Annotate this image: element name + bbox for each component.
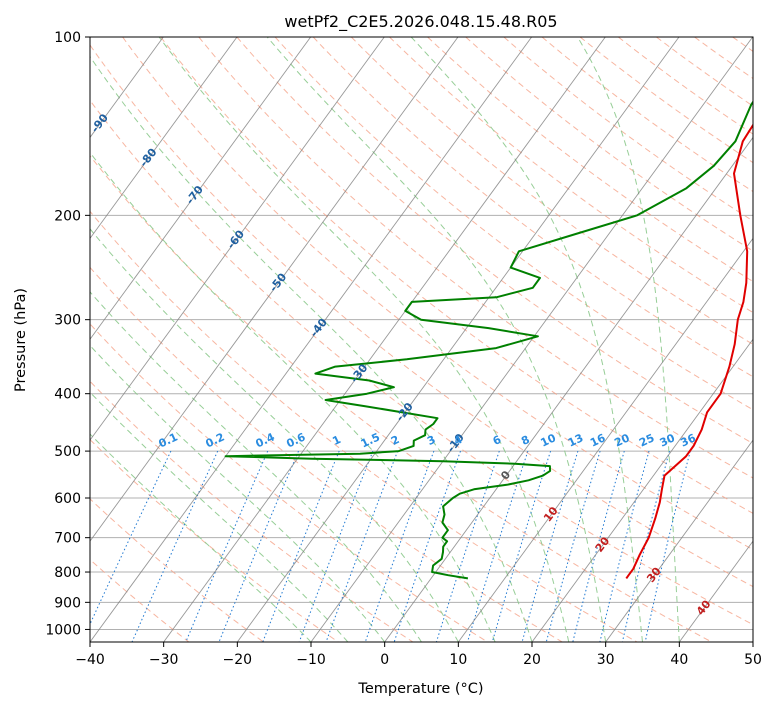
x-axis-title: Temperature (°C) (357, 681, 483, 697)
dry-adiabat-line (122, 37, 753, 551)
isotherm-line (90, 37, 385, 441)
chart-axes: −40 −30 −20 −10 0 10 20 30 40 50 100 200 300 400 500 60… (45, 30, 762, 668)
moist-adiabat-line (158, 37, 570, 642)
mixing-ratio-line (599, 450, 650, 642)
x-tick-label: 10 (449, 652, 467, 668)
y-tick-label: 300 (54, 313, 81, 329)
mixing-ratio-line (644, 450, 691, 642)
mixing-ratio-label: 30 (658, 431, 678, 449)
moist-adiabat-line (90, 291, 422, 642)
isotherm-line (163, 37, 606, 642)
mixing-ratio-line (364, 450, 435, 642)
temperature-profile-line (625, 123, 753, 579)
dewpoint-profile-line (224, 100, 753, 580)
dry-adiabat-line (90, 438, 339, 642)
y-tick-label: 200 (54, 208, 81, 224)
x-tick-label: 50 (744, 652, 762, 668)
mixing-ratio-line (185, 450, 269, 642)
y-tick-label: 600 (54, 491, 81, 507)
dry-adiabat-line (90, 99, 753, 626)
y-tick-label: 900 (54, 595, 81, 611)
y-tick-label: 800 (54, 565, 81, 581)
x-tick-label: −20 (223, 652, 253, 668)
dry-adiabat-line (503, 37, 753, 222)
dry-adiabat-line (274, 37, 753, 411)
mixing-ratio-line (435, 450, 500, 642)
mixing-ratio-line (491, 450, 552, 642)
chart-grid (90, 37, 753, 642)
dry-adiabat-line (160, 37, 753, 514)
x-tick-label: −40 (75, 652, 105, 668)
x-tick-label: −10 (296, 652, 326, 668)
mixing-ratio-line (621, 450, 670, 642)
moist-adiabat-line (90, 55, 533, 642)
mixing-ratio-label: 36 (678, 431, 698, 449)
x-tick-label: 20 (523, 652, 541, 668)
moist-adiabat-line (266, 37, 607, 642)
mixing-ratio-label: 10 (539, 431, 559, 449)
dry-adiabat-line (312, 37, 753, 378)
chart-series (224, 100, 753, 580)
mixing-ratio-label: 13 (566, 431, 585, 449)
mixing-ratio-line (521, 450, 579, 642)
y-tick-label: 500 (54, 444, 81, 460)
moist-adiabat-line (577, 37, 680, 642)
mixing-ratio-label: 20 (612, 431, 632, 449)
y-tick-label: 700 (54, 531, 81, 547)
mixing-ratio-line (572, 450, 625, 642)
x-tick-label: −30 (149, 652, 179, 668)
isotherm-line (236, 37, 680, 642)
y-axis-title: Pressure (hPa) (13, 288, 29, 392)
plot-frame (89, 36, 754, 643)
dry-adiabat-line (389, 37, 753, 314)
x-tick-label: 40 (670, 652, 688, 668)
moist-adiabat-line (90, 344, 386, 642)
mixing-ratio-line (393, 450, 461, 642)
isotherm-line (310, 37, 753, 642)
mixing-ratio-label: 25 (637, 431, 656, 449)
isotherm-line (90, 37, 312, 341)
dry-adiabat-line (427, 37, 753, 283)
isotherm-line (90, 37, 238, 240)
mixing-ratio-label: 16 (588, 431, 608, 449)
moist-adiabat-line (90, 228, 459, 642)
moist-adiabat-line (90, 151, 496, 642)
moist-adiabat-line (90, 391, 349, 642)
y-tick-label: 100 (54, 30, 81, 46)
y-tick-label: 1000 (45, 622, 81, 638)
isotherm-line (90, 37, 459, 542)
x-tick-label: 30 (597, 652, 615, 668)
dry-adiabat-line (541, 37, 753, 193)
y-tick-label: 400 (54, 387, 81, 403)
isotherm-line (605, 439, 753, 642)
isotherm-line (90, 37, 533, 642)
dry-adiabat-line (90, 323, 488, 642)
mixing-ratio-line (218, 450, 299, 642)
chart-title: wetPf2_C2E5.2026.048.15.48.R05 (284, 12, 557, 32)
mixing-ratio-line (131, 450, 219, 642)
dry-adiabat-line (90, 498, 264, 642)
dry-adiabat-line (236, 37, 753, 445)
isotherm-line (457, 237, 753, 642)
x-tick-label: 0 (380, 652, 389, 668)
moist-adiabat-line (410, 37, 643, 642)
